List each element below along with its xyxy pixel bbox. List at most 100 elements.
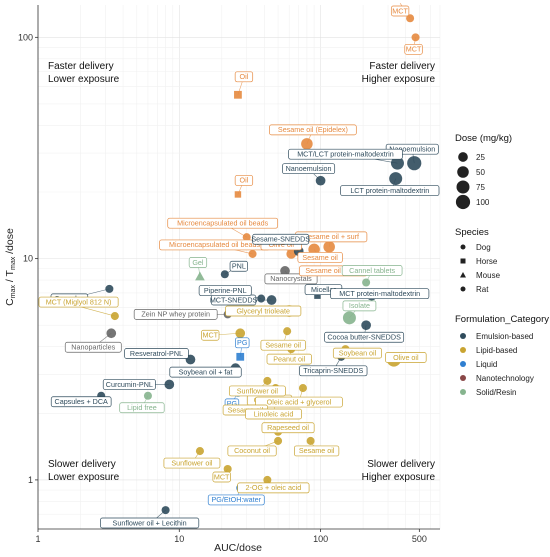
point-label: Nanoparticles [71, 343, 115, 352]
point-label: Olive oil [268, 240, 294, 249]
data-point [242, 233, 251, 242]
legend-species-marker [460, 286, 466, 292]
legend-dose-marker [457, 166, 469, 178]
legend-species-label: Rat [476, 285, 489, 294]
point-label: PG [237, 338, 248, 347]
legend: Dose (mg/kg) 25 50 75 100 Species Dog Horse M… [455, 133, 549, 397]
point-label: Zein NP whey protein [141, 310, 210, 319]
data-point [164, 379, 175, 390]
legend-category-items: Emulsion-based Lipid-based Liquid Nanotechn… [460, 332, 534, 397]
quadrant-labels: Faster delivery Lower exposure Faster de… [48, 61, 435, 483]
point-label-box [297, 252, 343, 263]
point-label-box [404, 43, 423, 55]
legend-species-marker [460, 258, 466, 264]
point-label: PNL [232, 262, 246, 271]
point-label-box [229, 260, 248, 272]
point-label: Soybean oil [339, 348, 377, 357]
legend-category-label: Nanotechnology [476, 374, 534, 383]
point-label: Sesame oil [265, 340, 301, 349]
point-label: Sesame oil [299, 446, 335, 455]
x-tick-label: 100 [313, 534, 328, 544]
data-point [280, 266, 290, 276]
point-label: MCT (Miglyol 812 N) [46, 297, 112, 306]
point-label-box [227, 445, 277, 457]
legend-dose-marker [455, 194, 471, 210]
data-point [143, 391, 152, 400]
point-label: Soybean oil + fat [179, 367, 233, 376]
legend-dose-items: 25 50 75 100 [455, 152, 490, 210]
point-label: Oleic acid + glycerol [267, 397, 332, 406]
data-point [248, 249, 257, 258]
point-label: MCT [214, 472, 230, 481]
point-label: Capsules + DCA [55, 397, 109, 406]
data-point [283, 327, 292, 336]
point-label: Resveratrol-PNL [130, 349, 183, 358]
x-tick-label: 1 [35, 534, 40, 544]
legend-species-items: Dog Horse Mouse Rat [460, 243, 501, 294]
point-label: Piperine-PNL [204, 286, 247, 295]
point-label: Linoleic acid [254, 409, 294, 418]
point-label-box [252, 233, 310, 245]
legend-species-marker [460, 244, 466, 250]
legend-category-marker [460, 375, 466, 381]
point-label-box [169, 366, 242, 378]
data-point [234, 191, 242, 198]
point-label-box [38, 296, 119, 308]
legend-category-title: Formulation_Category [455, 314, 549, 325]
legend-category-marker [460, 333, 466, 339]
data-point [406, 14, 415, 23]
point-label-box [133, 308, 218, 320]
point-label-box [234, 175, 254, 186]
legend-species-label: Dog [476, 243, 491, 252]
y-axis-title-sub2: max [10, 256, 17, 270]
point-label-box [167, 217, 279, 229]
legend-category-label: Lipid-based [476, 346, 517, 355]
point-label-box [261, 422, 315, 434]
legend-species-label: Mouse [476, 271, 501, 280]
data-point [323, 241, 335, 253]
legend-category-label: Solid/Resin [476, 388, 516, 397]
point-label: MCT [202, 331, 218, 340]
y-axis-title-sub1: max [10, 285, 17, 299]
legend-category-marker [460, 347, 466, 353]
data-point [274, 436, 283, 445]
data-point [161, 506, 170, 515]
point-label: Micellar [311, 285, 336, 294]
quadrant-top-left-line2: Lower exposure [48, 74, 120, 85]
point-label: Sesame oil (Epidelex) [278, 125, 348, 134]
point-label-box [266, 353, 312, 365]
point-label: Oil [240, 72, 249, 81]
point-label: PG [227, 399, 238, 408]
point-label-box [342, 300, 377, 312]
data-point [342, 311, 356, 325]
quadrant-top-right-line1: Faster delivery [369, 61, 435, 72]
y-axis-title-mid: / T [4, 269, 16, 285]
point-label-box [64, 341, 122, 353]
point-label-box [288, 148, 403, 160]
point-label-box [225, 305, 302, 317]
point-label: Curcumin-PNL [106, 380, 153, 389]
point-label: Coconut oil [234, 446, 270, 455]
data-point [110, 312, 119, 321]
data-point [235, 328, 246, 339]
point-label: Tricaprin-SNEDDS [303, 366, 363, 375]
point-label-box [201, 329, 220, 341]
data-point [315, 175, 326, 186]
quadrant-top-right-line2: Higher exposure [362, 74, 436, 85]
data-point [105, 284, 114, 293]
point-label: Glyceryl trioleate [236, 306, 290, 315]
quadrant-bottom-left-line1: Slower delivery [48, 459, 116, 470]
quadrant-bottom-right-line2: Higher exposure [362, 472, 436, 483]
data-point [195, 447, 204, 456]
legend-species-marker [460, 272, 466, 278]
point-label: Isolate [349, 301, 370, 310]
axes [37, 5, 440, 530]
legend-dose-label: 50 [476, 168, 485, 177]
point-label-box [102, 379, 156, 390]
point-label-box [385, 352, 427, 363]
point-label: Lipid free [127, 403, 157, 412]
y-tick-label: 1 [28, 475, 33, 485]
point-label: Sesame oil [302, 253, 338, 262]
point-label: Sesame oil (LCT) [305, 266, 361, 275]
quadrant-top-left-line1: Faster delivery [48, 61, 114, 72]
